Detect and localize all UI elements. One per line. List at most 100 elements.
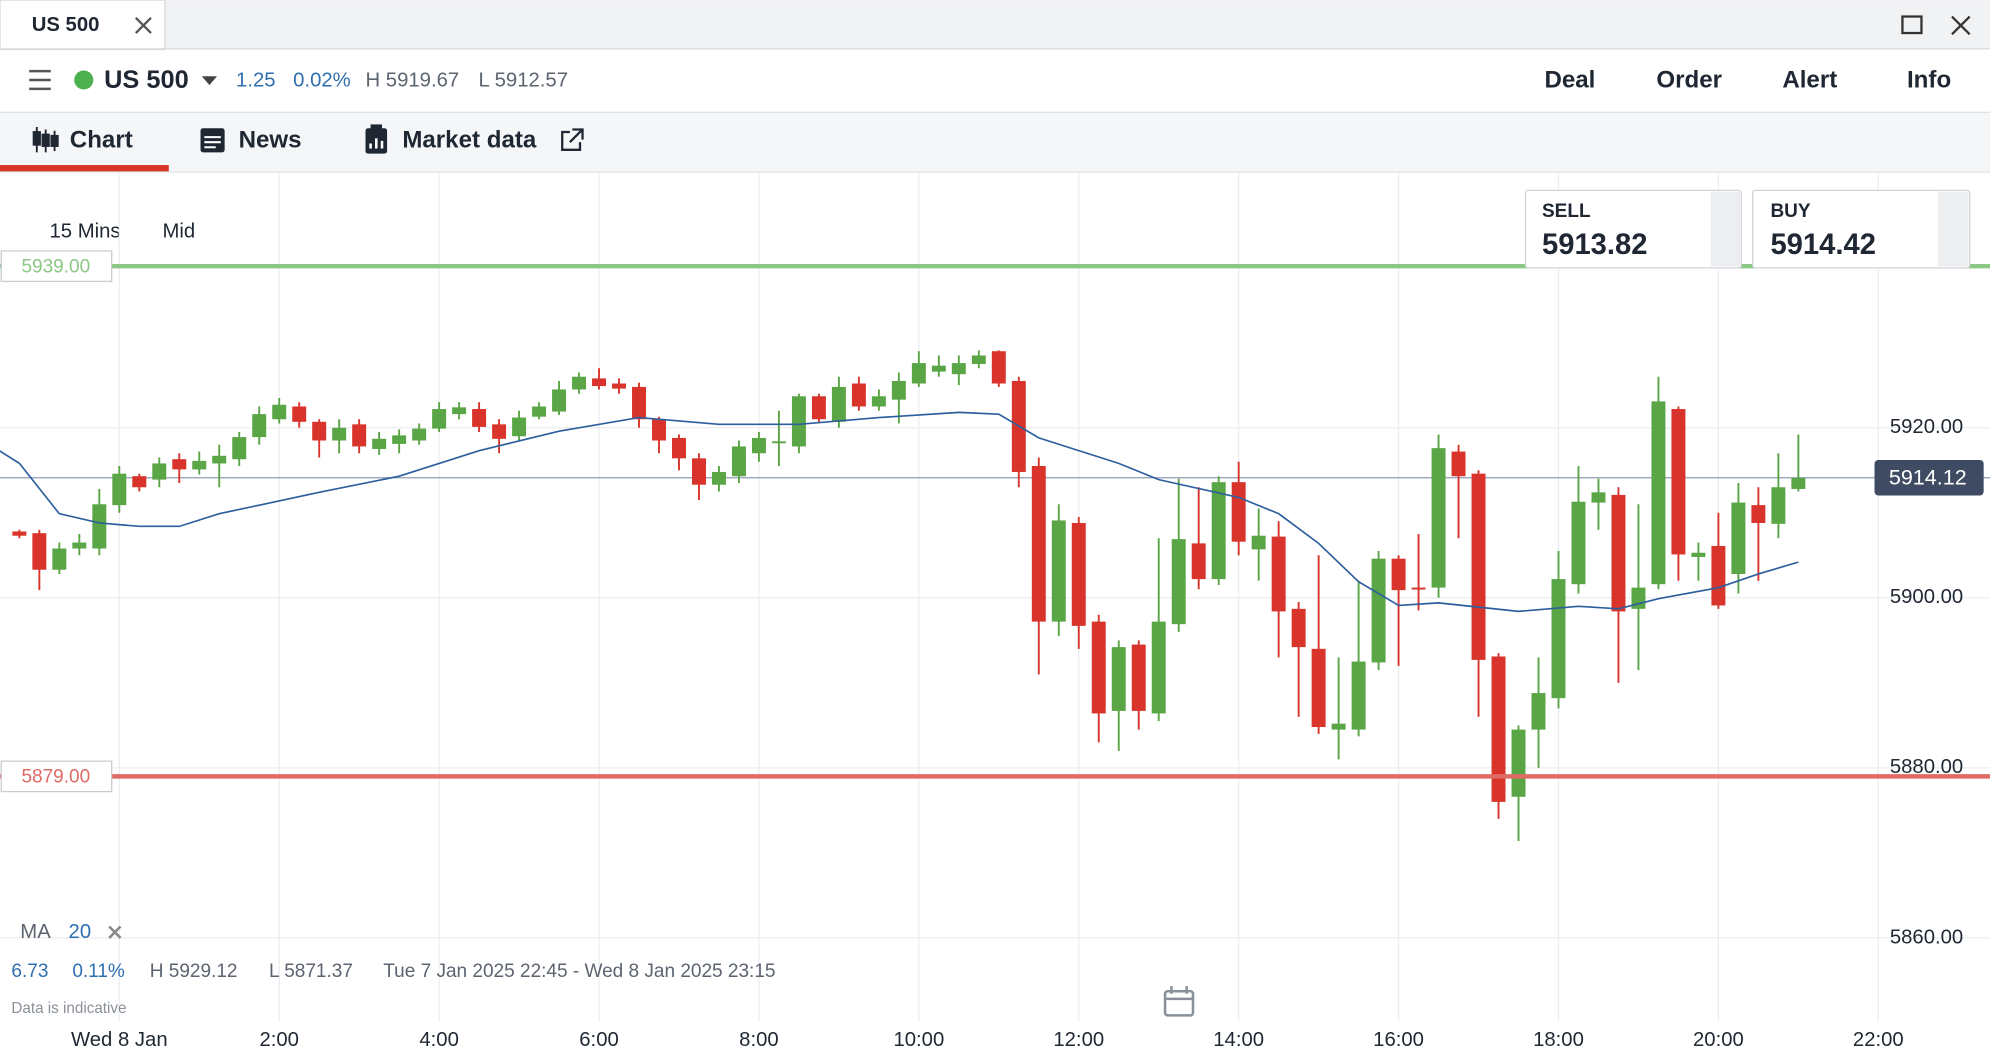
tab-close[interactable] [134,17,152,34]
range-dates: Tue 7 Jan 2025 22:45 - Wed 8 Jan 2025 23… [383,961,775,982]
candle-body [1771,487,1786,524]
candle-body [452,407,467,415]
candle-body [1591,492,1606,503]
sell-price: 5913.82 [1542,229,1648,261]
candle-body [1391,558,1406,591]
chart-tab-icon [32,126,59,153]
last-price-badge [1874,459,1984,496]
candle-body [991,351,1006,384]
candle-body [32,533,47,570]
tab-bar [0,0,1990,49]
candle-body [731,446,746,477]
candle-body [252,414,267,438]
x-tick-label: 6:00 [579,1029,619,1051]
candle-body [1331,723,1346,730]
buy-price: 5914.42 [1770,229,1876,261]
candle-body [751,437,766,454]
candle-body [1551,579,1566,699]
calendar-icon[interactable] [1163,986,1195,1017]
candle-body [72,542,87,549]
candle-body [1211,482,1226,580]
candle-body [871,396,886,407]
indicator-remove[interactable] [108,925,122,939]
candle-body [272,404,287,420]
close-button[interactable] [1951,15,1971,36]
candle-body [1171,539,1186,625]
candle-body [1191,543,1206,580]
action[interactable]: Order [1656,67,1722,94]
buy-box[interactable]: BUY 5914.42 [1752,189,1971,269]
x-tick-label: 18:00 [1533,1029,1584,1051]
candle-body [1031,466,1046,622]
low: L 5912.57 [478,70,568,92]
indicator-period: 20 [69,921,92,943]
candle-body [412,428,427,441]
candle-body [552,389,567,412]
candle-body [1711,545,1726,606]
x-tick-label: 2:00 [259,1029,299,1051]
candle-body [1491,656,1506,802]
external-link-icon[interactable] [561,128,584,151]
interval[interactable]: 15 Mins [49,221,120,243]
price-type[interactable]: Mid [162,221,195,243]
maximize-button[interactable] [1901,15,1923,35]
candle-body [312,421,327,441]
candle-body [1691,552,1706,557]
candle-body [532,406,547,417]
candle-body [1271,536,1286,612]
candle-body [652,419,666,441]
candle-body [911,363,926,384]
action[interactable]: Info [1907,67,1951,94]
range-low: L 5871.37 [269,961,353,982]
sell-box[interactable]: SELL 5913.82 [1524,189,1742,269]
y-tick-label: 5900.00 [1890,586,1963,608]
y-tick-label: 5920.00 [1890,416,1963,438]
action[interactable]: Deal [1544,67,1595,94]
candle-body [492,424,507,439]
candle-body [891,380,906,400]
x-tick-label: Wed 8 Jan [71,1029,168,1051]
candle-body [1371,558,1386,663]
instrument-name[interactable]: US 500 [104,66,189,94]
candle-body [1351,661,1366,730]
tabs-bar [0,111,1990,173]
candle-body [432,409,447,429]
disclaimer: Data is indicative [11,1000,126,1017]
candle-body [1131,644,1146,711]
x-tick-label: 14:00 [1213,1029,1264,1051]
candle-body [132,476,147,488]
candle-body [1111,647,1126,711]
candle-body [92,504,107,549]
y-tick-label: 5860.00 [1890,926,1963,948]
window-tab[interactable] [0,0,166,51]
plot-area [0,350,1806,841]
candle-body [1251,535,1266,550]
tab[interactable]: Market data [402,126,537,153]
candle-body [112,473,127,506]
menu-icon[interactable] [29,69,51,91]
candle-body [612,383,626,389]
moving-average-line [0,411,1799,613]
candle-body [152,463,167,480]
candle-body [572,376,587,390]
change: 1.25 [236,70,276,92]
tab-title: US 500 [32,14,100,36]
tab[interactable]: Chart [70,126,133,153]
action[interactable]: Alert [1782,67,1837,94]
candle-body [1091,621,1106,714]
candle-body [1531,693,1546,730]
candle-body [931,365,946,372]
x-tick-label: 4:00 [419,1029,459,1051]
candle-body [1471,473,1486,660]
status-dot [74,70,94,90]
tab[interactable]: News [239,126,302,153]
range-change: 6.73 [11,961,48,982]
range-change-pct: 0.11% [72,961,125,982]
dropdown-arrow[interactable] [201,76,218,86]
candle-body [1291,608,1306,648]
candle-body [472,409,487,427]
x-tick-label: 10:00 [893,1029,944,1051]
y-tick-label: 5880.00 [1890,756,1963,778]
candle-body [672,437,686,459]
candle-body [1651,401,1666,585]
